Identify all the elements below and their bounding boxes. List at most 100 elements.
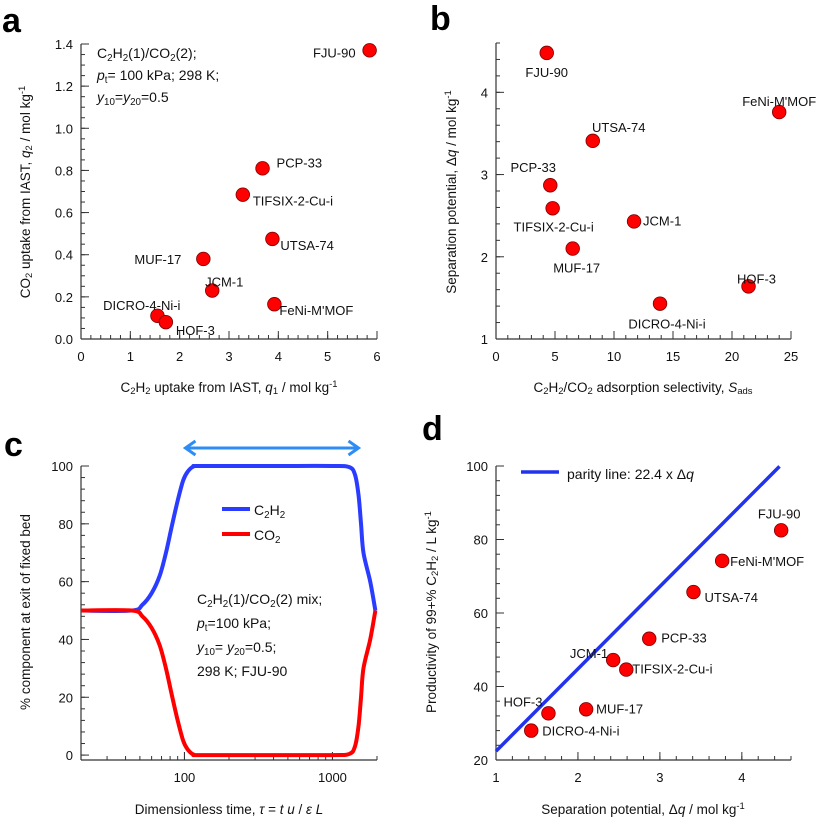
text-segment: 2: [264, 510, 269, 521]
panel-letter: a: [2, 2, 22, 40]
text-segment: 2: [275, 535, 280, 546]
data-point-dicro-4-ni-i: [524, 723, 539, 738]
text-segment: Separation potential, Δ: [541, 802, 678, 817]
text-segment: 10: [204, 647, 215, 658]
text-segment: =: [215, 639, 227, 655]
y-tick-label: 0.2: [55, 290, 73, 305]
series-line-c2h2: [80, 463, 378, 613]
data-point-fju-90: [539, 45, 554, 61]
conditions-annotation: C2H2(1)/CO2(2);: [97, 45, 197, 64]
y-axis-title: Productivity of 99+% C2H2 / L kg-1: [423, 511, 441, 713]
text-segment: y: [226, 639, 235, 655]
text-segment: adsorption selectivity,: [593, 380, 729, 395]
text-segment: 2: [270, 599, 275, 610]
y-tick-label: 2: [481, 250, 488, 265]
x-tick-label: 4: [738, 770, 745, 785]
text-segment: t u: [280, 802, 296, 817]
y-tick-label: 0.4: [55, 248, 73, 263]
y-tick-label: 1.0: [55, 121, 73, 136]
x-tick-label: 15: [666, 349, 680, 364]
point-label: JCM-1: [205, 275, 243, 290]
x-tick-label: 5: [324, 349, 331, 364]
text-segment: 2: [430, 556, 441, 561]
text-segment: C: [97, 45, 107, 61]
text-segment: / mol kg: [685, 802, 736, 817]
data-point-utsa-74: [265, 231, 280, 247]
point-label: DICRO-4-Ni-i: [628, 317, 705, 332]
text-segment: uptake from IAST,: [18, 158, 33, 273]
text-segment: q: [686, 466, 694, 482]
text-segment: q: [265, 380, 273, 395]
text-segment: (2) mix;: [276, 591, 323, 607]
text-segment: / L kg: [424, 519, 439, 555]
text-segment: /: [295, 802, 306, 817]
point-label: HOF-3: [176, 323, 215, 338]
text-segment: / mol kg: [444, 99, 459, 150]
data-point-tifsix-2-cu-i: [619, 662, 634, 677]
text-segment: 20: [234, 647, 245, 658]
text-segment: ε L: [306, 802, 323, 817]
data-point-hof-3: [158, 314, 174, 330]
data-point-dicro-4-ni-i: [652, 296, 668, 311]
text-segment: =: [264, 802, 279, 817]
x-tick-label: 1000: [318, 770, 347, 785]
text-segment: -1: [329, 379, 337, 390]
x-tick-label: 25: [784, 349, 798, 364]
y-tick-label: 1.2: [55, 79, 73, 94]
text-segment: CO: [18, 278, 33, 298]
text-segment: (1)/CO: [128, 45, 170, 61]
conditions-annotation: 298 K; FJU-90: [197, 663, 287, 679]
text-segment: CO: [254, 527, 275, 543]
text-segment: 10: [104, 97, 115, 108]
x-tick-label: 10: [607, 349, 621, 364]
point-label: DICRO-4-Ni-i: [542, 724, 619, 739]
x-tick-label: 0: [77, 349, 84, 364]
x-tick-label: 100: [174, 770, 196, 785]
text-segment: 2: [145, 386, 150, 397]
text-segment: t: [105, 75, 108, 86]
legend-label-co2: CO2: [254, 527, 280, 546]
conditions-annotation: pt= 100 kPa; 298 K;: [96, 67, 219, 86]
text-segment: =0.5: [141, 89, 169, 105]
arrow-head-right: [347, 439, 362, 457]
text-segment: -1: [423, 511, 434, 519]
text-segment: =100 kPa;: [208, 615, 271, 631]
text-segment: (1)/CO: [228, 591, 270, 607]
point-label: FeNi-M'MOF: [279, 303, 353, 318]
text-segment: 2: [123, 53, 128, 64]
y-tick-label: 1: [481, 332, 488, 347]
text-segment: p: [196, 615, 205, 631]
text-segment: y: [196, 639, 205, 655]
panel-letter: b: [430, 0, 451, 38]
y-tick-label: 40: [59, 632, 73, 647]
conditions-annotation: y10=y20=0.5: [96, 89, 169, 108]
x-tick-label: 2: [176, 349, 183, 364]
y-tick-label: 80: [59, 517, 73, 532]
y-tick-label: 1.4: [55, 37, 73, 52]
data-point-pcp-33: [543, 178, 558, 193]
text-segment: Dimensionless time,: [135, 802, 260, 817]
x-axis-title: Dimensionless time, τ = t u / ε L: [135, 802, 323, 817]
data-point-muf-17: [196, 251, 211, 267]
x-tick-label: 3: [656, 770, 663, 785]
text-segment: C: [197, 591, 207, 607]
data-point-utsa-74: [585, 133, 600, 149]
text-segment: H: [548, 380, 558, 395]
y-tick-label: 20: [474, 753, 488, 768]
panel-letter: d: [422, 410, 443, 448]
point-label: JCM-1: [570, 646, 608, 661]
point-label: UTSA-74: [704, 590, 757, 605]
point-label: FJU-90: [758, 506, 801, 521]
y-tick-label: 60: [59, 575, 73, 590]
data-point-fju-90: [362, 43, 377, 58]
y-tick-label: 80: [474, 533, 488, 548]
x-tick-label: 1: [127, 349, 134, 364]
point-label: JCM-1: [643, 213, 681, 228]
text-segment: 1: [273, 386, 278, 397]
data-point-hof-3: [741, 279, 756, 294]
data-point-hof-3: [541, 706, 556, 721]
x-tick-label: 6: [373, 349, 380, 364]
point-label: MUF-17: [134, 252, 181, 267]
text-segment: H: [424, 561, 439, 571]
